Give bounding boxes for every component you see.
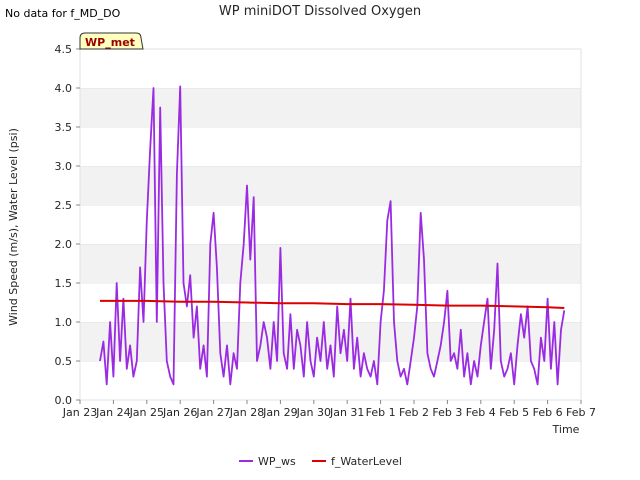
plot-frame <box>79 48 582 401</box>
grid-band <box>80 283 581 322</box>
y-tick-label: 4.5 <box>55 43 73 56</box>
x-tick-label: Jan 24 <box>95 406 130 419</box>
x-tick-label: Jan 29 <box>262 406 297 419</box>
x-axis-label: Time <box>552 423 580 436</box>
x-tick-label: Feb 3 <box>432 406 462 419</box>
x-tick-label: Jan 31 <box>329 406 364 419</box>
grid-band <box>80 166 581 205</box>
grid-band <box>80 88 581 127</box>
site-badge-label: WP_met <box>85 36 135 49</box>
y-tick-label: 1.0 <box>55 316 73 329</box>
grid-band <box>80 127 581 166</box>
legend-label-f-waterlevel: f_WaterLevel <box>331 455 402 468</box>
x-tick-label: Jan 30 <box>296 406 331 419</box>
x-tick-label: Feb 1 <box>366 406 396 419</box>
site-badge-shape <box>79 32 144 50</box>
legend-label-wp-ws: WP_ws <box>258 455 296 468</box>
y-tick-label: 2.0 <box>55 238 73 251</box>
grid-band <box>80 361 581 400</box>
legend: WP_ws f_WaterLevel <box>239 455 402 468</box>
y-tick-label: 2.5 <box>55 199 73 212</box>
x-tick-label: Jan 26 <box>162 406 197 419</box>
x-tick-label: Feb 7 <box>566 406 596 419</box>
y-tick-label: 3.0 <box>55 160 73 173</box>
y-tick-label: 0.5 <box>55 355 73 368</box>
x-tick-label: Jan 28 <box>229 406 264 419</box>
x-tick-label: Feb 5 <box>499 406 529 419</box>
y-tick-label: 0.0 <box>55 394 73 407</box>
y-tick-label: 4.0 <box>55 82 73 95</box>
x-tick-label: Jan 25 <box>129 406 164 419</box>
y-axis-ticks: 0.0 0.5 1.0 1.5 2.0 2.5 3.0 3.5 4.0 4.5 <box>55 43 80 407</box>
x-tick-label: Jan 27 <box>195 406 230 419</box>
series-line-f-waterlevel <box>100 299 565 309</box>
grid-band <box>80 322 581 361</box>
y-tick-label: 1.5 <box>55 277 73 290</box>
no-data-note: No data for f_MD_DO <box>5 7 121 20</box>
site-badge: WP_met <box>79 32 144 50</box>
x-tick-label: Feb 6 <box>533 406 563 419</box>
y-axis-label: Wind Speed (m/s), Water Level (psi) <box>7 128 20 326</box>
x-tick-label: Feb 4 <box>466 406 496 419</box>
y-tick-label: 3.5 <box>55 121 73 134</box>
grid-band <box>80 49 581 88</box>
series-line-wp-ws <box>99 85 566 386</box>
x-tick-label: Jan 23 <box>62 406 97 419</box>
chart-title: WP miniDOT Dissolved Oxygen <box>219 4 421 19</box>
x-tick-label: Feb 2 <box>399 406 429 419</box>
